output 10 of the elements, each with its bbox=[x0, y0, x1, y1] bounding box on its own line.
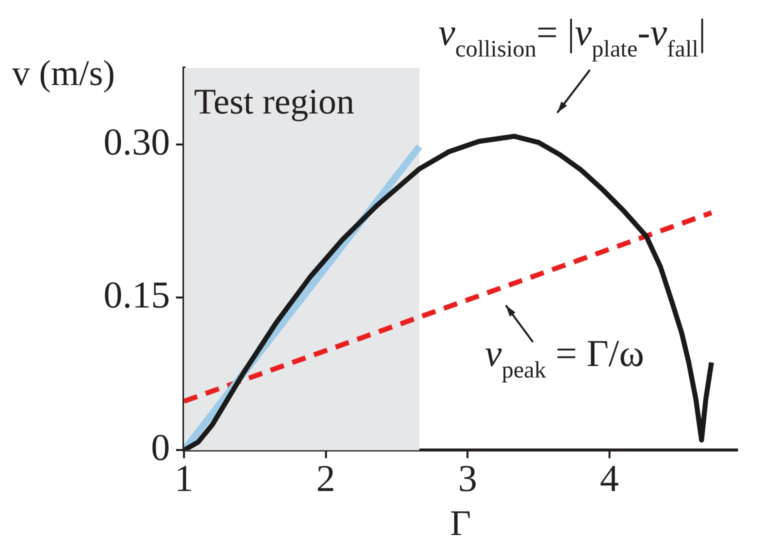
x-axis-title: Γ bbox=[450, 502, 471, 543]
x-tick-label: 2 bbox=[316, 458, 336, 500]
y-axis-title: v (m/s) bbox=[12, 53, 115, 93]
x-tick-label: 1 bbox=[174, 458, 194, 500]
band-label: Test region bbox=[194, 81, 354, 122]
y-tick-label: 0.15 bbox=[104, 274, 170, 316]
x-tick-label: 3 bbox=[458, 458, 478, 500]
y-tick-label: 0 bbox=[151, 427, 170, 470]
x-tick-label: 4 bbox=[600, 458, 619, 500]
y-tick-label: 0.30 bbox=[104, 121, 170, 164]
